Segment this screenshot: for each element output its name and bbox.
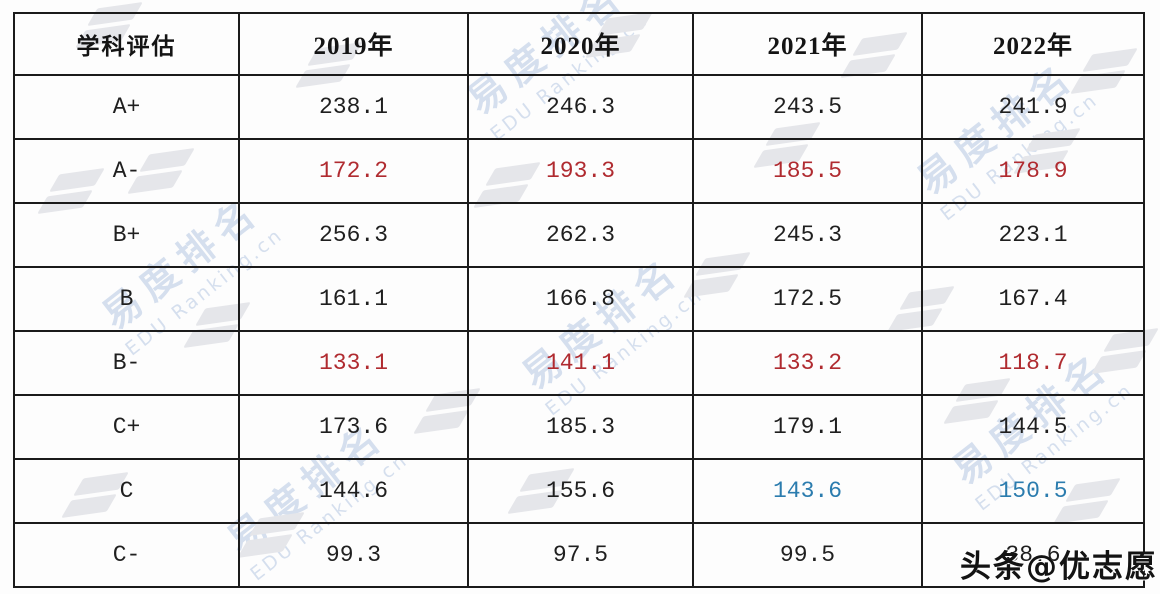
row-label: A- — [13, 138, 240, 204]
table-row: C 144.6 155.6 143.6 150.5 — [13, 458, 1145, 524]
table-cell: 256.3 — [238, 202, 469, 268]
table-cell: 161.1 — [238, 266, 469, 332]
table-row: C- 99.3 97.5 99.5 38.6 — [13, 522, 1145, 588]
table-cell: 141.1 — [467, 330, 694, 396]
table-cell: 246.3 — [467, 74, 694, 140]
table-cell: 185.5 — [692, 138, 923, 204]
subject-evaluation-table: 学科评估 2019年 2020年 2021年 2022年 A+ 238.1 24… — [13, 12, 1145, 588]
table-cell: 143.6 — [692, 458, 923, 524]
table-cell: 185.3 — [467, 394, 694, 460]
table-cell: 118.7 — [921, 330, 1145, 396]
table-cell: 241.9 — [921, 74, 1145, 140]
table-cell: 167.4 — [921, 266, 1145, 332]
table-cell: 150.5 — [921, 458, 1145, 524]
table-cell: 133.1 — [238, 330, 469, 396]
row-label: B+ — [13, 202, 240, 268]
table-row: B+ 256.3 262.3 245.3 223.1 — [13, 202, 1145, 268]
table-cell: 238.1 — [238, 74, 469, 140]
table-cell: 179.1 — [692, 394, 923, 460]
table-row: B 161.1 166.8 172.5 167.4 — [13, 266, 1145, 332]
table-cell: 173.6 — [238, 394, 469, 460]
header-year-2020: 2020年 — [467, 12, 694, 76]
table-cell: 172.5 — [692, 266, 923, 332]
row-label: B- — [13, 330, 240, 396]
table-cell: 223.1 — [921, 202, 1145, 268]
table-cell: 99.3 — [238, 522, 469, 588]
table-cell: 144.5 — [921, 394, 1145, 460]
table-cell: 243.5 — [692, 74, 923, 140]
header-year-2021: 2021年 — [692, 12, 923, 76]
header-row: 学科评估 2019年 2020年 2021年 2022年 — [13, 12, 1145, 76]
row-label: B — [13, 266, 240, 332]
table-cell: 245.3 — [692, 202, 923, 268]
row-label: C+ — [13, 394, 240, 460]
table-cell: 193.3 — [467, 138, 694, 204]
row-label: A+ — [13, 74, 240, 140]
table-cell: 166.8 — [467, 266, 694, 332]
header-subject-evaluation: 学科评估 — [13, 12, 240, 76]
table-row: C+ 173.6 185.3 179.1 144.5 — [13, 394, 1145, 460]
row-label: C- — [13, 522, 240, 588]
table-cell: 178.9 — [921, 138, 1145, 204]
table-cell: 155.6 — [467, 458, 694, 524]
table-cell: 97.5 — [467, 522, 694, 588]
table-cell: 172.2 — [238, 138, 469, 204]
table-cell: 262.3 — [467, 202, 694, 268]
table-cell: 144.6 — [238, 458, 469, 524]
table-cell: 38.6 — [921, 522, 1145, 588]
row-label: C — [13, 458, 240, 524]
table-row: A- 172.2 193.3 185.5 178.9 — [13, 138, 1145, 204]
table-cell: 133.2 — [692, 330, 923, 396]
table-cell: 99.5 — [692, 522, 923, 588]
table-row: B- 133.1 141.1 133.2 118.7 — [13, 330, 1145, 396]
header-year-2022: 2022年 — [921, 12, 1145, 76]
toutiao-watermark-badge: 头条@优志愿 — [960, 549, 1158, 585]
table-row: A+ 238.1 246.3 243.5 241.9 — [13, 74, 1145, 140]
header-year-2019: 2019年 — [238, 12, 469, 76]
